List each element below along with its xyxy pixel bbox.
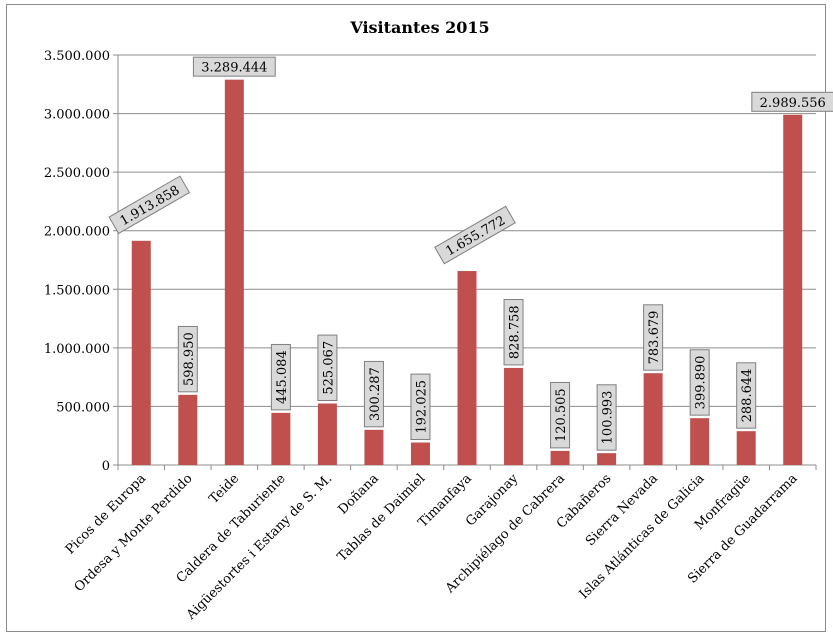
data-label-box [643, 304, 664, 371]
data-label-box [317, 334, 338, 401]
category-label: Teide [206, 471, 242, 507]
data-label: 598.950 [177, 325, 198, 393]
data-label-box [270, 343, 291, 411]
bar [410, 442, 430, 465]
data-label-text: 120.505 [554, 388, 569, 442]
bar [364, 429, 384, 465]
y-tick-label: 1.000.000 [44, 342, 110, 357]
data-label: 783.679 [643, 304, 664, 371]
y-tick-label: 1.500.000 [44, 283, 110, 298]
data-label-box [736, 362, 757, 429]
data-label-text: 828.758 [508, 305, 523, 359]
y-tick-label: 3.500.000 [44, 49, 110, 64]
bar [224, 79, 244, 465]
bar [457, 271, 477, 465]
bar [690, 418, 710, 465]
data-label-text: 300.287 [368, 367, 383, 421]
data-label: 120.505 [550, 381, 571, 449]
data-label: 2.989.556 [751, 91, 833, 112]
data-label: 399.890 [689, 349, 710, 416]
y-tick-label: 500.000 [56, 400, 110, 415]
data-label: 525.067 [317, 334, 338, 401]
data-label-text: 288.644 [740, 369, 755, 423]
y-tick-label: 2.500.000 [44, 166, 110, 181]
data-label-box [363, 360, 384, 428]
category-label: Tablas de Daimiel [335, 471, 429, 565]
data-label-text: 525.067 [321, 341, 336, 395]
data-label-text: 399.890 [694, 356, 709, 410]
bar [271, 412, 291, 465]
bar [178, 394, 198, 465]
y-tick-label: 3.000.000 [44, 108, 110, 123]
chart-title: Visitantes 2015 [349, 18, 489, 37]
bar [643, 373, 663, 465]
bar [504, 367, 524, 465]
data-label-box [434, 205, 516, 265]
bar [131, 240, 151, 465]
data-label-box [689, 349, 710, 416]
bar [597, 453, 617, 465]
data-label-box [192, 56, 276, 77]
data-label-box [108, 175, 191, 235]
bar [550, 450, 570, 465]
category-label: Picos de Europa [63, 471, 149, 557]
data-label-box [596, 384, 617, 451]
y-tick-label: 0 [102, 459, 110, 474]
bar [783, 114, 803, 466]
data-label: 1.913.858 [108, 175, 191, 235]
y-tick-label: 2.000.000 [44, 225, 110, 240]
data-label-text: 192.025 [414, 380, 429, 434]
data-label: 445.084 [270, 343, 291, 411]
data-label-text: 100.993 [601, 391, 616, 445]
data-label-box [177, 325, 198, 393]
data-label: 192.025 [410, 373, 431, 441]
data-label: 3.289.444 [192, 56, 276, 77]
data-label-box [410, 373, 431, 441]
category-label: Doñana [335, 471, 381, 517]
data-label: 1.655.772 [434, 205, 516, 265]
data-label: 828.758 [503, 299, 524, 366]
data-label: 100.993 [596, 384, 617, 451]
data-label-text: 3.289.444 [201, 61, 267, 76]
data-label-text: 445.084 [275, 350, 290, 404]
data-label-box [550, 381, 571, 449]
data-label-box [503, 299, 524, 366]
data-label: 300.287 [363, 360, 384, 428]
data-label-box [751, 91, 833, 112]
data-label-text: 2.989.556 [760, 96, 826, 111]
bar [736, 431, 756, 465]
data-label-text: 598.950 [182, 332, 197, 386]
bar [317, 403, 337, 465]
data-label: 288.644 [736, 362, 757, 429]
data-label-text: 783.679 [647, 311, 662, 365]
